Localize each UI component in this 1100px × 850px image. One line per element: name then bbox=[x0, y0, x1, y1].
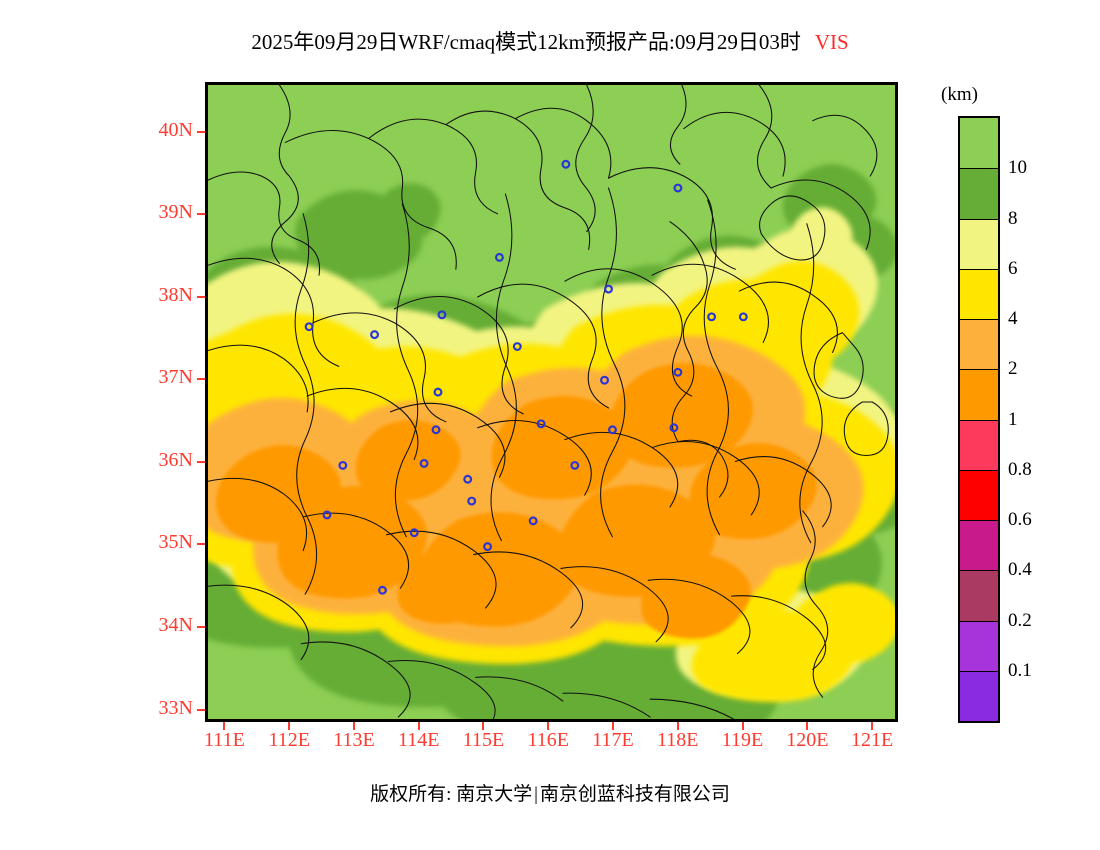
map-panel[interactable] bbox=[205, 82, 898, 722]
colorbar-band-10 bbox=[960, 620, 998, 671]
lon-tick-label-111e: 111E bbox=[204, 729, 245, 751]
lon-tick-label-117e: 117E bbox=[592, 729, 634, 751]
colorbar[interactable] bbox=[958, 116, 1000, 723]
lat-tick-mark bbox=[197, 460, 205, 463]
lon-tick-label-121e: 121E bbox=[850, 729, 894, 751]
lat-tick-mark bbox=[197, 213, 205, 216]
lat-tick-label-38n: 38N bbox=[158, 283, 193, 306]
lat-tick-mark bbox=[197, 378, 205, 381]
colorbar-band-6 bbox=[960, 419, 998, 470]
footer-copyright: 版权所有: 南京大学 | 南京创蓝科技有限公司 bbox=[0, 779, 1100, 806]
colorbar-tick-0-8: 0.8 bbox=[1008, 458, 1032, 480]
lat-tick-mark bbox=[197, 130, 205, 133]
lat-tick-label-33n: 33N bbox=[158, 696, 193, 719]
title-variable-label: VIS bbox=[814, 30, 849, 54]
page-title: 2025年09月29日WRF/cmaq模式12km预报产品:09月29日03时 V… bbox=[0, 26, 1100, 56]
colorbar-band-3 bbox=[960, 268, 998, 319]
lat-tick-mark bbox=[197, 708, 205, 711]
lat-tick-label-35n: 35N bbox=[158, 531, 193, 554]
title-main-text: 2025年09月29日WRF/cmaq模式12km预报产品:09月29日03时 bbox=[251, 30, 801, 54]
colorbar-unit-label: (km) bbox=[941, 84, 978, 105]
colorbar-band-11 bbox=[960, 670, 998, 721]
colorbar-tick-2: 2 bbox=[1008, 358, 1018, 380]
lon-tick-mark bbox=[417, 722, 420, 730]
footer-copyright-text: 版权所有: 南京大学 bbox=[370, 784, 533, 805]
lon-tick-label-113e: 113E bbox=[333, 729, 375, 751]
lon-tick-label-116e: 116E bbox=[527, 729, 569, 751]
lat-tick-mark bbox=[197, 543, 205, 546]
lon-tick-label-118e: 118E bbox=[657, 729, 699, 751]
lon-tick-mark bbox=[676, 722, 679, 730]
lat-tick-label-39n: 39N bbox=[158, 201, 193, 224]
colorbar-band-0 bbox=[960, 118, 998, 169]
lat-tick-mark bbox=[197, 626, 205, 629]
contour-band-1-2 bbox=[215, 362, 817, 639]
lat-tick-label-40n: 40N bbox=[158, 118, 193, 141]
lon-tick-label-119e: 119E bbox=[721, 729, 764, 751]
footer-company-text: 南京创蓝科技有限公司 bbox=[539, 784, 730, 805]
lon-tick-mark bbox=[288, 722, 291, 730]
colorbar-tick-0-6: 0.6 bbox=[1008, 509, 1032, 530]
administrative-boundaries bbox=[208, 85, 889, 719]
colorbar-tick-8: 8 bbox=[1008, 207, 1018, 229]
colorbar-band-1 bbox=[960, 168, 998, 219]
colorbar-band-2 bbox=[960, 218, 998, 269]
colorbar-tick-10: 10 bbox=[1008, 157, 1027, 179]
colorbar-band-8 bbox=[960, 520, 998, 571]
lon-tick-mark bbox=[482, 722, 485, 730]
lon-tick-label-114e: 114E bbox=[397, 729, 440, 751]
colorbar-tick-0-1: 0.1 bbox=[1008, 659, 1032, 681]
lon-tick-mark bbox=[612, 722, 615, 730]
colorbar-tick-6: 6 bbox=[1008, 257, 1018, 279]
footer-separator: | bbox=[534, 784, 538, 805]
colorbar-band-5 bbox=[960, 369, 998, 420]
lat-tick-mark bbox=[197, 295, 205, 298]
lon-tick-mark bbox=[352, 722, 355, 730]
lon-tick-mark bbox=[871, 722, 874, 730]
colorbar-tick-0-4: 0.4 bbox=[1008, 559, 1032, 581]
lon-tick-label-115e: 115E bbox=[462, 729, 505, 751]
visibility-contour-map bbox=[208, 85, 895, 719]
colorbar-band-9 bbox=[960, 570, 998, 621]
colorbar-band-7 bbox=[960, 469, 998, 520]
lon-tick-label-120e: 120E bbox=[786, 729, 829, 751]
lat-tick-label-37n: 37N bbox=[158, 366, 193, 389]
lat-tick-label-36n: 36N bbox=[158, 448, 193, 471]
city-markers bbox=[304, 159, 748, 595]
colorbar-band-4 bbox=[960, 319, 998, 370]
lat-tick-label-34n: 34N bbox=[158, 614, 193, 637]
lon-tick-mark bbox=[741, 722, 744, 730]
lon-tick-mark bbox=[547, 722, 550, 730]
colorbar-tick-1: 1 bbox=[1008, 408, 1018, 430]
colorbar-tick-4: 4 bbox=[1008, 308, 1018, 329]
lon-tick-mark bbox=[223, 722, 226, 730]
lon-tick-label-112e: 112E bbox=[268, 729, 310, 751]
lon-tick-mark bbox=[806, 722, 809, 730]
colorbar-tick-0-2: 0.2 bbox=[1008, 609, 1032, 631]
